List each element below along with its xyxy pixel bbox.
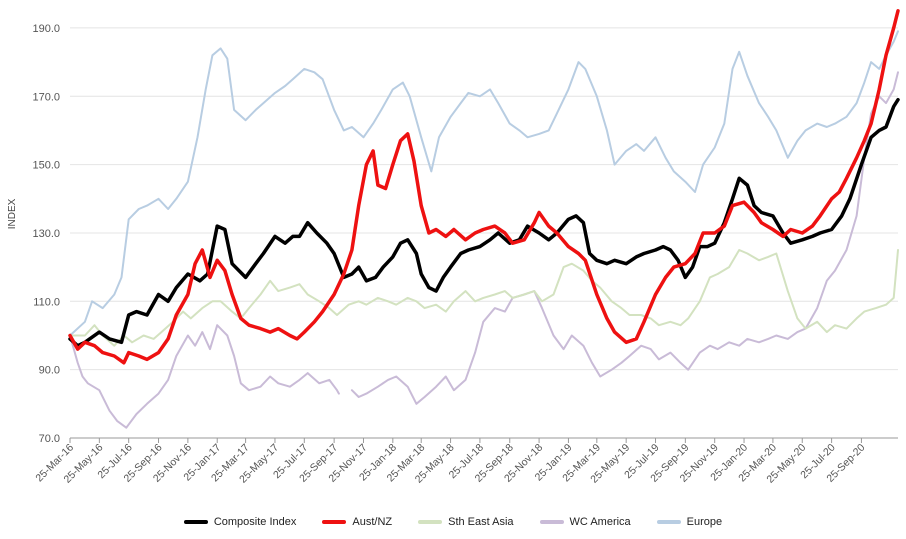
legend-label: WC America: [569, 516, 631, 528]
y-tick-label: 110.0: [33, 296, 60, 308]
y-axis-ticks: 70.0 90.0 110.0 130.0 150.0 170.0 190.0: [32, 23, 60, 445]
legend-label: Composite Index: [213, 516, 297, 528]
y-tick-label: 70.0: [39, 433, 60, 445]
legend-label: Europe: [686, 516, 723, 528]
legend-swatch: [183, 520, 208, 524]
legend-swatch: [418, 520, 443, 524]
legend-swatch: [322, 520, 347, 524]
series-line-sth-east-asia: [69, 249, 899, 347]
y-tick-label: 90.0: [39, 365, 60, 377]
y-tick-label: 130.0: [32, 228, 60, 240]
series-line-wc-america: [69, 71, 899, 429]
legend-item: Europe: [656, 516, 723, 528]
legend-item: WC America: [539, 516, 631, 528]
legend-item: Aust/NZ: [322, 516, 392, 528]
x-axis-ticks: 25-Mar-1625-May-1625-Jul-1625-Sep-1625-N…: [33, 438, 868, 486]
series-lines: [68, 9, 900, 429]
y-tick-label: 170.0: [32, 91, 60, 103]
y-tick-label: 150.0: [32, 160, 60, 172]
series-line-composite-index: [68, 97, 900, 348]
y-tick-label: 190.0: [32, 23, 60, 35]
gridlines: [70, 27, 898, 439]
series-line-aust-nz: [68, 9, 900, 365]
legend-swatch: [656, 520, 681, 524]
legend-label: Aust/NZ: [352, 516, 393, 528]
legend: Composite Index Aust/NZ Sth East Asia WC Am…: [0, 516, 906, 528]
series-line-europe: [69, 30, 899, 337]
legend-item: Sth East Asia: [418, 516, 514, 528]
legend-swatch: [539, 520, 564, 524]
y-axis-label: INDEX: [7, 198, 18, 229]
legend-item: Composite Index: [183, 516, 297, 528]
legend-label: Sth East Asia: [448, 516, 514, 528]
